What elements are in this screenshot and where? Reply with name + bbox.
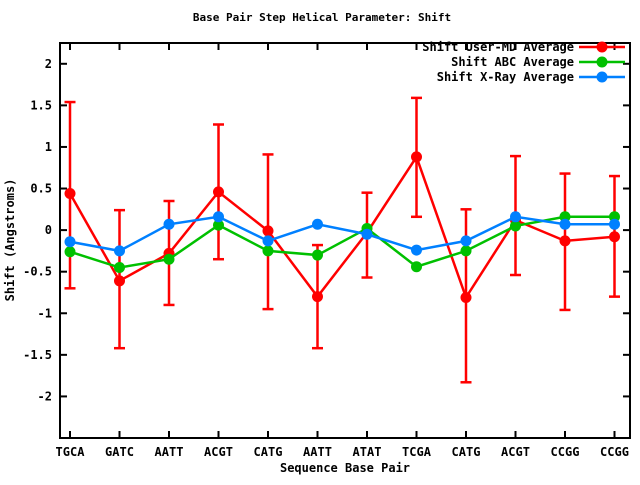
x-tick-label: AATT — [155, 445, 184, 459]
data-point-marker — [411, 261, 422, 273]
x-axis-title: Sequence Base Pair — [280, 461, 410, 475]
data-point-marker — [361, 228, 373, 240]
x-tick-label: AATT — [303, 445, 332, 459]
data-point-marker — [213, 211, 224, 223]
legend-label: Shift X-Ray Average — [437, 70, 574, 84]
y-tick-label: -1 — [38, 306, 52, 320]
data-point-marker — [312, 218, 323, 230]
data-point-marker — [312, 291, 323, 303]
data-point-marker — [64, 188, 76, 200]
data-point-marker — [114, 245, 125, 257]
plot-area: 2 1.5 1 0.5 0 -0.5 -1 -1.5 -2 TGCA GATC AATT ACGT CAT… — [23, 40, 631, 459]
data-point-marker — [559, 235, 571, 247]
legend-marker — [596, 41, 608, 53]
data-point-marker — [163, 218, 175, 230]
y-tick-label: -0.5 — [23, 265, 52, 279]
y-tick-label: -1.5 — [23, 348, 52, 362]
x-tick-label: TCGA — [402, 445, 432, 459]
y-tick-label: -2 — [38, 389, 52, 403]
x-tick-label: ACGT — [501, 445, 530, 459]
data-point-marker — [64, 246, 76, 258]
y-tick-label: 1.5 — [30, 98, 52, 112]
data-point-marker — [114, 262, 125, 274]
data-point-marker — [510, 211, 521, 223]
legend-marker — [596, 56, 608, 68]
y-axis-title: Shift (Angstroms) — [3, 179, 17, 302]
data-point-marker — [609, 218, 620, 230]
x-tick-label: CCGG — [600, 445, 629, 459]
y-tick-label: 2 — [45, 57, 52, 71]
x-tick-label: ACGT — [204, 445, 233, 459]
data-point-marker — [510, 220, 521, 232]
data-point-marker — [213, 219, 224, 231]
series-line — [69, 215, 615, 253]
data-point-marker — [559, 218, 571, 230]
data-point-marker — [64, 236, 76, 248]
data-point-marker — [262, 245, 274, 257]
legend-marker — [596, 71, 608, 83]
data-point-marker — [163, 253, 175, 265]
data-point-marker — [262, 225, 274, 237]
x-tick-label: CATG — [452, 445, 481, 459]
legend-label: Shift ABC Average — [451, 55, 574, 69]
data-point-marker — [312, 249, 323, 261]
x-tick-label: CCGG — [551, 445, 580, 459]
x-tick-label: CATG — [254, 445, 283, 459]
data-point-marker — [609, 231, 620, 243]
series-line — [68, 154, 615, 301]
data-point-marker — [411, 151, 422, 163]
data-point-marker — [213, 186, 224, 198]
x-tick-label: GATC — [105, 445, 134, 459]
legend-label: Shift User-MD Average — [422, 40, 574, 54]
data-point-marker — [411, 244, 422, 256]
data-point-marker — [114, 275, 125, 287]
y-tick-label: 0 — [45, 223, 52, 237]
series-line — [69, 215, 615, 269]
plot-border — [59, 42, 631, 439]
y-tick-label: 1 — [45, 140, 52, 154]
chart-title: Base Pair Step Helical Parameter: Shift — [193, 11, 451, 24]
data-point-marker — [262, 235, 274, 247]
y-tick-label: 0.5 — [30, 182, 52, 196]
data-point-marker — [460, 245, 472, 257]
x-tick-label: TGCA — [56, 445, 86, 459]
data-point-marker — [460, 235, 472, 247]
data-point-marker — [460, 291, 472, 303]
x-tick-label: ATAT — [353, 445, 382, 459]
